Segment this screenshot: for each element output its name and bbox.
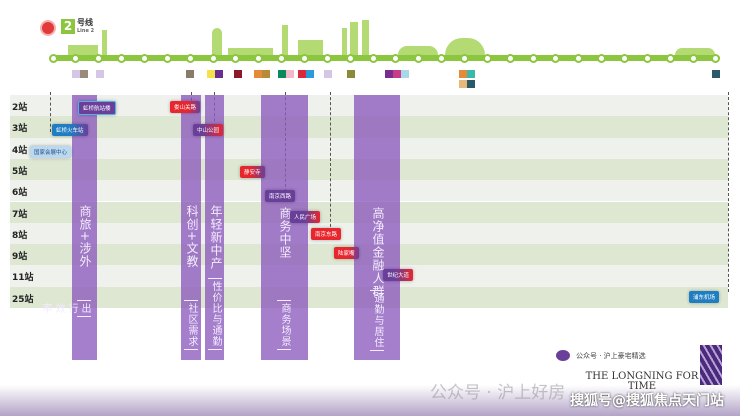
watermark: 公众号 · 沪上好房	[430, 383, 566, 403]
row-label: 6站	[12, 188, 28, 199]
metro-logo-icon	[40, 20, 56, 36]
station-node	[505, 53, 515, 63]
connector	[50, 92, 51, 132]
row-label: 11站	[12, 273, 34, 284]
station-node	[162, 53, 172, 63]
row-label: 2站	[12, 103, 28, 113]
brand-slogan: THE LONGNING FOR TIME	[585, 371, 699, 392]
station-node	[391, 53, 401, 63]
station-tag: 人民广场	[290, 211, 321, 223]
connector	[330, 92, 331, 232]
column-title: 商务中坚	[278, 207, 292, 259]
wechat-icon	[556, 350, 570, 361]
row-label: 8站	[12, 230, 28, 241]
row-label: 9站	[12, 252, 28, 263]
station-node	[642, 53, 652, 63]
station-node	[437, 53, 447, 63]
column-title: 年轻新中产	[209, 205, 223, 270]
station-tag: 浦东机场	[689, 291, 720, 303]
station-node	[597, 53, 607, 63]
segment-column-business-travel: 商旅+涉外 出行效率	[40, 95, 97, 360]
station-tag: 南京西路	[265, 190, 296, 202]
column-subtitle: 社区需求	[184, 300, 198, 350]
footer-band	[0, 385, 740, 416]
station-tag: 虹桥火车站	[52, 124, 88, 136]
column-subtitle: 商务场景	[277, 300, 291, 350]
column-title: 高净值金融人群	[371, 207, 385, 298]
column-title: 商旅+涉外	[78, 205, 92, 269]
sohu-watermark: 搜狐号@搜狐焦点天门站	[570, 393, 724, 409]
row-label: 25站	[12, 294, 34, 305]
station-node	[688, 53, 698, 63]
station-node	[254, 53, 264, 63]
line-name: 号线 Line 2	[77, 18, 94, 36]
segment-column-high-net-worth: 高净值金融人群 通勤与居住	[354, 95, 400, 360]
station-tag: 中山公园	[193, 124, 224, 136]
row-label: 7站	[12, 209, 28, 220]
segment-column-business-core: 商务中坚 商务场景	[261, 95, 308, 360]
station-node	[665, 53, 675, 63]
station-node	[528, 53, 538, 63]
station-tag: 南京东路	[311, 228, 342, 240]
metro-line	[50, 55, 720, 61]
segment-column-tech-education: 科创+文教 社区需求	[181, 95, 201, 360]
station-tag: 静安寺	[240, 166, 265, 178]
line-number-badge: 2	[61, 19, 75, 34]
station-tag: 国家会展中心	[30, 146, 72, 158]
row-label: 5站	[12, 166, 28, 177]
column-subtitle: 出行效率	[40, 300, 91, 317]
station-node	[711, 53, 721, 63]
station-tag: 陆家嘴	[334, 247, 359, 259]
column-subtitle: 性价比与通勤	[208, 278, 222, 350]
station-node	[231, 53, 241, 63]
station-node	[482, 53, 492, 63]
station-node	[117, 53, 127, 63]
station-node	[185, 53, 195, 63]
brand-logo	[700, 345, 722, 385]
station-tag: 娄山关路	[170, 101, 201, 113]
station-node	[574, 53, 584, 63]
station-tag: 虹桥航站楼	[78, 101, 116, 115]
station-node	[368, 53, 378, 63]
station-node	[94, 53, 104, 63]
station-node	[551, 53, 561, 63]
wechat-label: 公众号 · 沪上豪宅精选	[576, 352, 646, 360]
line-name-en: Line 2	[77, 28, 95, 34]
connector	[728, 92, 729, 292]
station-node	[71, 53, 81, 63]
station-tag: 世纪大道	[383, 269, 414, 281]
station-node	[277, 53, 287, 63]
station-node	[620, 53, 629, 63]
column-subtitle: 通勤与居住	[370, 290, 384, 351]
station-node	[459, 53, 469, 63]
station-node	[208, 53, 218, 63]
station-node	[345, 53, 355, 63]
segment-column-young-middle-class: 年轻新中产 性价比与通勤	[205, 95, 224, 360]
station-node	[139, 53, 149, 63]
station-node	[299, 53, 309, 63]
row-label: 4站	[12, 145, 28, 156]
column-title: 科创+文教	[185, 205, 199, 269]
station-node	[414, 53, 424, 63]
row-label: 3站	[12, 124, 28, 135]
station-node	[322, 53, 332, 63]
station-node	[48, 53, 58, 63]
line-name-cn: 号线	[77, 18, 93, 27]
